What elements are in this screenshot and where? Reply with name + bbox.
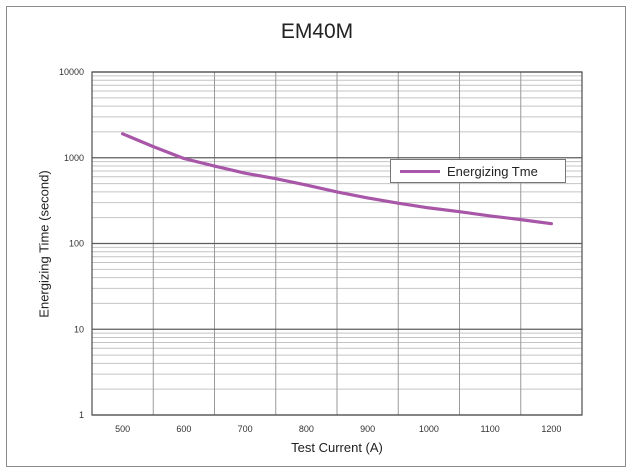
plot-border (91, 71, 583, 416)
x-tick-label: 500 (115, 424, 130, 434)
x-tick-label: 1100 (480, 424, 499, 434)
y-tick-label: 1 (79, 410, 84, 420)
legend-swatch (400, 169, 440, 173)
y-axis-label: Energizing Time (second) (36, 170, 52, 318)
y-tick-label: 10000 (59, 67, 84, 77)
y-tick-label: 100 (69, 239, 84, 249)
y-tick-label: 1000 (64, 153, 84, 163)
x-axis-label: Test Current (A) (291, 440, 383, 455)
x-tick-label: 600 (176, 424, 191, 434)
x-tick-label: 700 (238, 424, 253, 434)
x-tick-label: 900 (360, 424, 375, 434)
chart-legend: Energizing Tme (390, 159, 566, 183)
series-line (120, 132, 554, 226)
chart-title: EM40M (280, 20, 354, 43)
x-tick-label: 1000 (419, 424, 439, 434)
x-tick-label: 800 (299, 424, 314, 434)
legend-label: Energizing Tme (447, 163, 538, 179)
y-tick-label: 10 (74, 324, 84, 334)
x-tick-label: 1200 (541, 424, 561, 434)
